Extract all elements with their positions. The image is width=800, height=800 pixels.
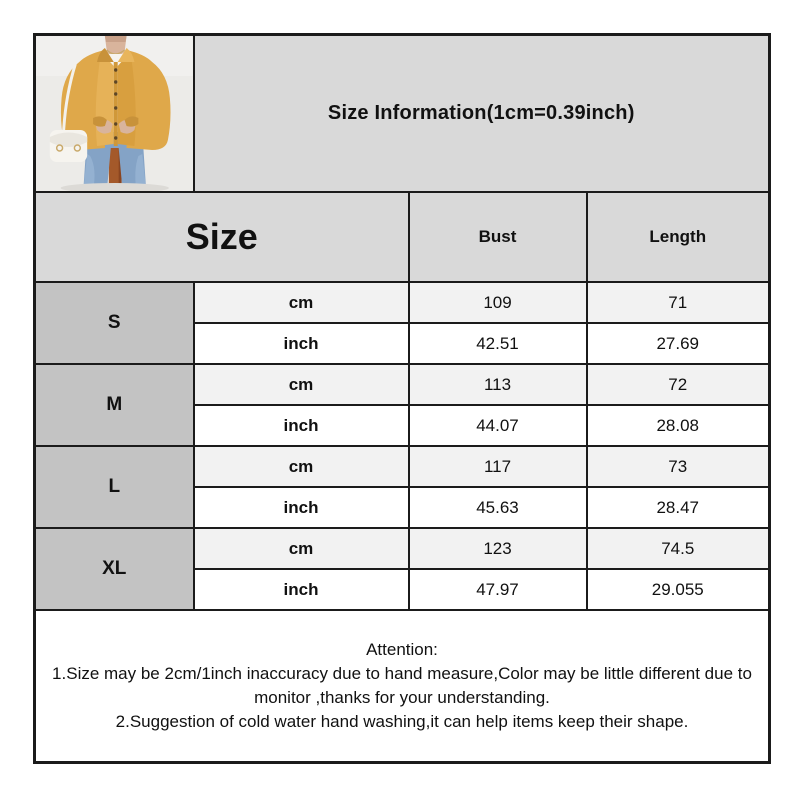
- attention-note-1: 1.Size may be 2cm/1inch inaccuracy due t…: [52, 663, 752, 707]
- value-m-length-cm: 72: [585, 363, 771, 406]
- value-s-bust-cm: 109: [407, 281, 588, 324]
- header-row: Size Information(1cm=0.39inch): [33, 33, 771, 193]
- column-header-row: Size Bust Length: [33, 191, 771, 283]
- size-label-xl: XL: [33, 527, 195, 611]
- value-xl-bust-inch: 47.97: [407, 568, 588, 611]
- value-m-bust-inch: 44.07: [407, 404, 588, 447]
- unit-label-cm: cm: [192, 363, 410, 406]
- size-information-sheet: Size Information(1cm=0.39inch) Size Bust…: [33, 33, 771, 764]
- attention-row: Attention: 1.Size may be 2cm/1inch inacc…: [33, 609, 771, 763]
- unit-label-cm: cm: [192, 281, 410, 324]
- value-l-length-cm: 73: [585, 445, 771, 488]
- value-s-length-inch: 27.69: [585, 322, 771, 365]
- size-label-s: S: [33, 281, 195, 365]
- value-s-length-cm: 71: [585, 281, 771, 324]
- size-table: Size Information(1cm=0.39inch) Size Bust…: [33, 33, 771, 764]
- table-row-m-inch: inch 44.07 28.08: [35, 404, 771, 447]
- model-in-yellow-shirt-photo: [36, 36, 192, 191]
- value-s-bust-inch: 42.51: [407, 322, 588, 365]
- table-row-xl-cm: XL cm 123 74.5: [33, 527, 771, 611]
- unit-label-cm: cm: [192, 527, 410, 570]
- unit-label-inch: inch: [192, 568, 410, 611]
- unit-label-cm: cm: [192, 445, 410, 488]
- value-l-length-inch: 28.47: [585, 486, 771, 529]
- value-xl-bust-cm: 123: [407, 527, 588, 570]
- attention-notes: Attention: 1.Size may be 2cm/1inch inacc…: [33, 609, 771, 763]
- attention-heading: Attention:: [366, 639, 438, 659]
- column-header-length: Length: [585, 191, 771, 283]
- size-label-m: M: [33, 363, 195, 447]
- table-row-m-cm: M cm 113 72: [33, 363, 771, 447]
- value-m-length-inch: 28.08: [585, 404, 771, 447]
- table-row-s-cm: S cm 109 71: [33, 281, 771, 365]
- unit-label-inch: inch: [192, 322, 410, 365]
- value-l-bust-cm: 117: [407, 445, 588, 488]
- value-xl-length-inch: 29.055: [585, 568, 771, 611]
- unit-label-inch: inch: [192, 486, 410, 529]
- table-row-xl-inch: inch 47.97 29.055: [35, 568, 771, 611]
- value-m-bust-cm: 113: [407, 363, 588, 406]
- value-l-bust-inch: 45.63: [407, 486, 588, 529]
- size-information-title: Size Information(1cm=0.39inch): [192, 33, 771, 193]
- table-row-l-inch: inch 45.63 28.47: [35, 486, 771, 529]
- table-row-s-inch: inch 42.51 27.69: [35, 322, 771, 365]
- size-label-l: L: [33, 445, 195, 529]
- table-row-l-cm: L cm 117 73: [33, 445, 771, 529]
- attention-note-2: 2.Suggestion of cold water hand washing,…: [115, 711, 689, 731]
- unit-label-inch: inch: [192, 404, 410, 447]
- size-corner-header: Size: [33, 191, 410, 283]
- value-xl-length-cm: 74.5: [585, 527, 771, 570]
- product-photo: [33, 33, 195, 193]
- column-header-bust: Bust: [407, 191, 588, 283]
